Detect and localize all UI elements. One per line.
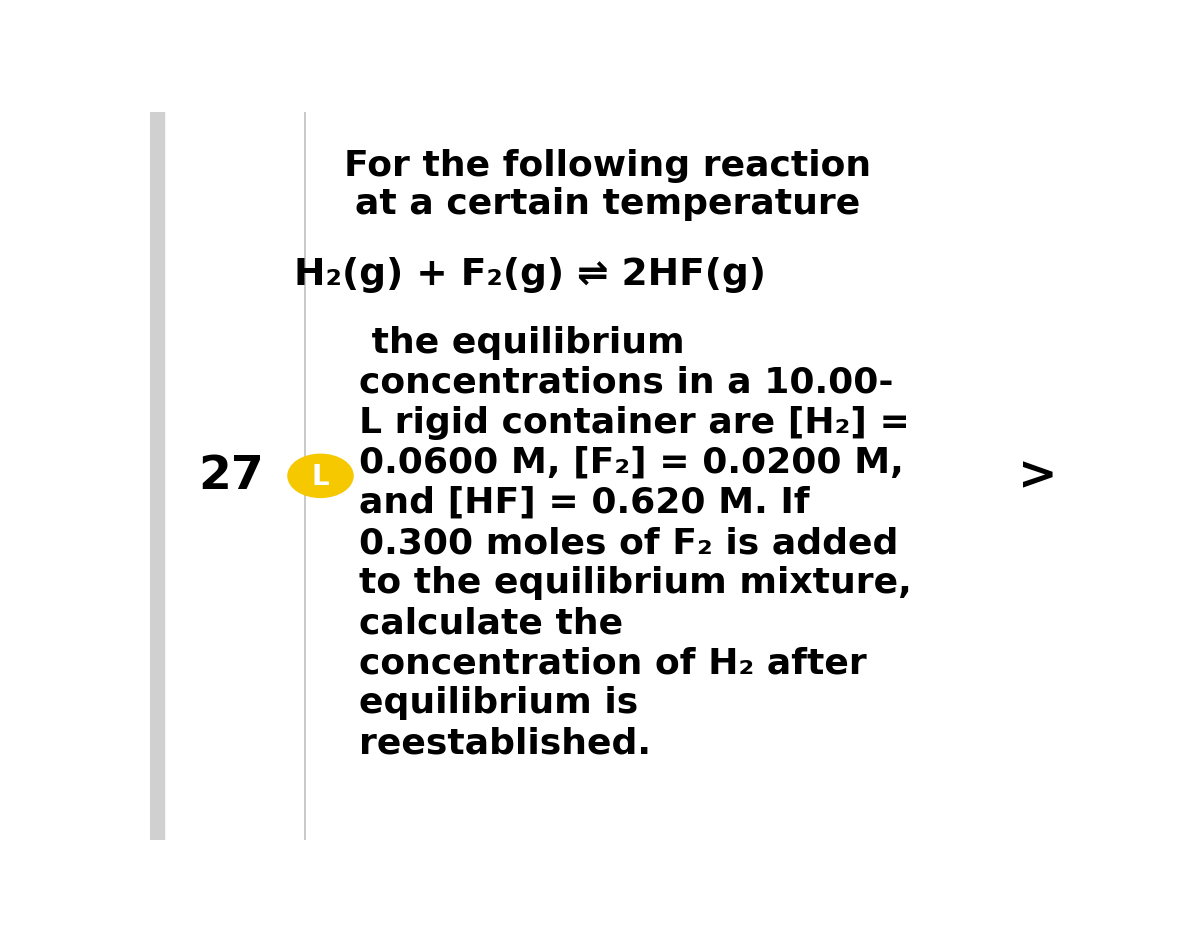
Text: at a certain temperature: at a certain temperature bbox=[355, 187, 860, 221]
Text: calculate the: calculate the bbox=[359, 605, 623, 639]
Text: equilibrium is: equilibrium is bbox=[359, 685, 638, 719]
Text: 0.0600 M, [F₂] = 0.0200 M,: 0.0600 M, [F₂] = 0.0200 M, bbox=[359, 446, 904, 480]
Text: L: L bbox=[312, 463, 329, 490]
Text: 27: 27 bbox=[198, 454, 264, 498]
Text: concentrations in a 10.00-: concentrations in a 10.00- bbox=[359, 365, 894, 399]
Text: >: > bbox=[1018, 454, 1057, 498]
Text: For the following reaction: For the following reaction bbox=[343, 148, 871, 182]
Text: L rigid container are [H₂] =: L rigid container are [H₂] = bbox=[359, 406, 910, 440]
Text: 0.300 moles of F₂ is added: 0.300 moles of F₂ is added bbox=[359, 526, 899, 560]
Text: concentration of H₂ after: concentration of H₂ after bbox=[359, 646, 866, 680]
Text: and [HF] = 0.620 M. If: and [HF] = 0.620 M. If bbox=[359, 485, 810, 519]
Text: H₂(g) + F₂(g) ⇌ 2HF(g): H₂(g) + F₂(g) ⇌ 2HF(g) bbox=[294, 257, 766, 293]
Ellipse shape bbox=[288, 455, 353, 497]
Text: the equilibrium: the equilibrium bbox=[359, 326, 685, 360]
Bar bbox=[150, 113, 164, 840]
Text: reestablished.: reestablished. bbox=[359, 726, 652, 760]
Text: to the equilibrium mixture,: to the equilibrium mixture, bbox=[359, 565, 912, 599]
